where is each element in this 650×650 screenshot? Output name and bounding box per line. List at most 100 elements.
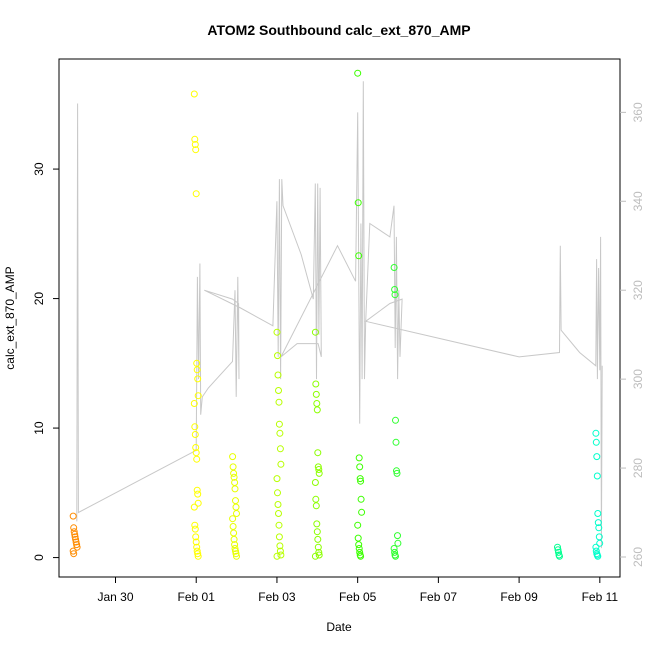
data-point	[313, 400, 321, 407]
x-tick-label: Feb 03	[258, 590, 296, 604]
data-point	[72, 538, 80, 546]
data-point	[69, 512, 77, 520]
data-point	[193, 543, 201, 551]
data-point	[190, 503, 198, 511]
data-point	[231, 545, 239, 552]
x-tick-label: Feb 11	[582, 590, 619, 604]
data-point	[191, 431, 199, 438]
data-point	[275, 510, 282, 517]
data-point	[274, 489, 281, 497]
y-tick-label: 20	[32, 292, 46, 306]
data-point	[356, 475, 364, 483]
data-point	[232, 503, 240, 511]
data-point	[311, 479, 319, 486]
x-axis-label: Date	[326, 620, 352, 634]
data-point	[354, 521, 362, 529]
data-point	[194, 499, 202, 507]
plot-frame	[58, 58, 621, 578]
data-point	[355, 545, 363, 552]
data-point	[313, 528, 321, 536]
data-point	[392, 416, 399, 424]
data-point	[193, 366, 201, 374]
data-point	[354, 534, 362, 542]
data-point	[312, 380, 320, 388]
data-point	[232, 497, 239, 505]
right-y-tick-label: 340	[631, 191, 645, 211]
data-point	[391, 286, 399, 293]
data-point	[313, 406, 321, 414]
x-tick-label: Feb 09	[500, 590, 538, 604]
data-point	[275, 398, 283, 406]
data-point	[274, 371, 282, 379]
data-point	[314, 463, 322, 471]
data-point	[191, 423, 199, 431]
data-point	[229, 523, 237, 530]
data-point	[312, 495, 320, 503]
data-point	[192, 533, 200, 541]
data-point	[273, 328, 281, 336]
data-point	[233, 510, 240, 517]
data-point	[193, 455, 201, 463]
data-point	[592, 438, 600, 446]
data-point	[355, 541, 363, 549]
data-point	[232, 550, 240, 558]
y-tick-label: 10	[32, 421, 46, 435]
data-point	[275, 420, 283, 428]
data-point	[393, 467, 400, 475]
data-point	[194, 392, 202, 400]
data-point	[72, 535, 80, 543]
data-point	[273, 552, 281, 560]
data-point	[73, 541, 81, 549]
data-point	[276, 547, 284, 555]
data-point	[229, 453, 237, 461]
data-point	[230, 473, 238, 481]
data-point	[70, 550, 78, 558]
data-point	[192, 146, 200, 154]
data-point	[277, 551, 285, 559]
points-layer	[69, 69, 604, 560]
data-point	[592, 543, 600, 551]
data-point	[273, 475, 281, 483]
right-y-tick-label: 300	[631, 369, 645, 389]
x-axis: Jan 30 Feb 01 Feb 03 Feb 05 Feb 07 Feb 09 Feb …	[97, 577, 618, 604]
data-point	[357, 552, 365, 560]
x-tick-label: Jan 30	[97, 590, 133, 604]
data-point	[233, 552, 240, 560]
data-point	[232, 547, 239, 555]
data-point	[275, 533, 283, 541]
data-point	[231, 541, 239, 549]
right-y-tick-label: 280	[631, 458, 645, 478]
data-point	[357, 477, 365, 485]
data-point	[70, 524, 78, 532]
x-tick-label: Feb 07	[420, 590, 458, 604]
data-point	[593, 453, 601, 461]
data-point	[71, 530, 79, 538]
data-point	[311, 552, 319, 560]
data-point	[391, 548, 399, 556]
data-point	[312, 502, 320, 510]
data-point	[315, 551, 323, 559]
right-y-tick-label: 360	[631, 102, 645, 122]
data-point	[594, 552, 602, 560]
data-point	[392, 552, 399, 560]
data-point	[193, 359, 201, 367]
x-tick-label: Feb 05	[339, 590, 377, 604]
data-point	[71, 533, 79, 541]
y-axis: 0 10 20 30	[32, 162, 59, 561]
data-point	[190, 90, 198, 98]
data-point	[356, 463, 364, 471]
y-axis-label: calc_ext_870_AMP	[3, 266, 17, 369]
data-point	[355, 454, 363, 462]
data-point	[274, 501, 282, 508]
data-point	[313, 520, 321, 528]
data-point	[595, 524, 603, 532]
data-point	[194, 490, 202, 498]
data-point	[193, 486, 201, 494]
data-point	[277, 460, 285, 468]
data-point	[192, 190, 200, 198]
data-point	[314, 535, 322, 543]
data-point	[390, 264, 398, 271]
data-point	[73, 543, 81, 551]
data-point	[315, 466, 323, 473]
